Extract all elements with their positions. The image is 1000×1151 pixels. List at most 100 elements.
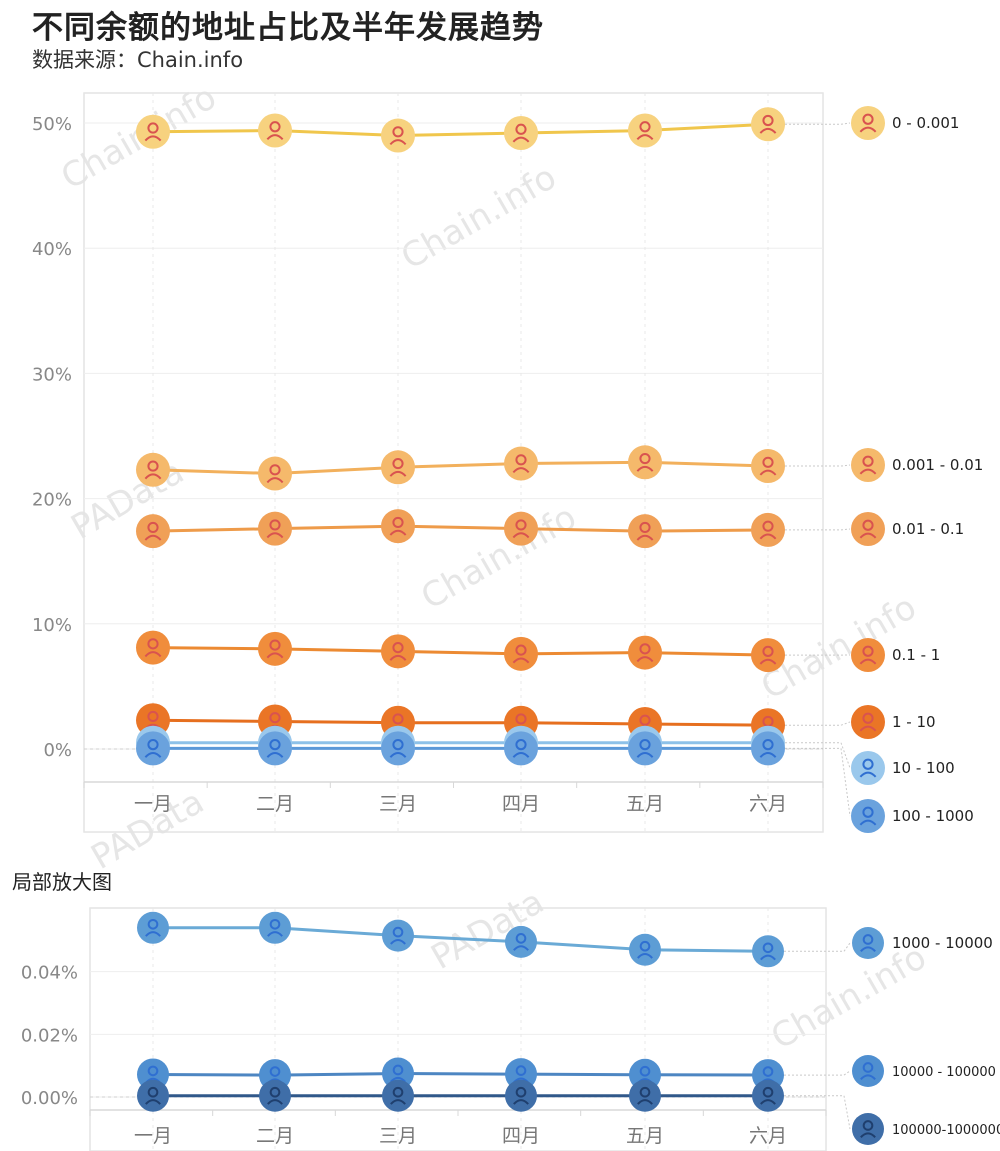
marker-body — [266, 652, 284, 659]
marker-head — [269, 1086, 281, 1098]
marker-body — [759, 469, 777, 476]
marker-head — [862, 806, 874, 818]
marker-body — [512, 467, 530, 474]
x-tick-label: 五月 — [626, 793, 664, 815]
marker-head — [147, 521, 159, 534]
x-tick-label: 一月 — [134, 1125, 172, 1147]
marker-body — [860, 946, 876, 953]
marker-head — [269, 519, 281, 531]
marker-head — [147, 710, 159, 723]
marker-head — [147, 460, 159, 472]
legend-label: 100 - 1000 — [892, 807, 974, 825]
marker-body — [389, 529, 407, 536]
marker-body — [859, 532, 877, 539]
marker-head — [862, 934, 874, 945]
x-tick-label: 二月 — [256, 793, 294, 815]
watermark-text: Chain.info — [395, 157, 564, 277]
y-tick-label: 50% — [32, 114, 72, 135]
marker-body — [512, 657, 530, 664]
marker-body — [513, 1099, 529, 1105]
data-point — [259, 1079, 291, 1112]
y-tick-label: 0% — [43, 740, 72, 761]
y-tick-label: 40% — [32, 239, 72, 260]
data-point — [629, 933, 661, 966]
data-point — [136, 731, 170, 766]
marker-body — [389, 654, 407, 661]
marker-head — [269, 918, 281, 930]
marker-head — [862, 113, 874, 125]
marker-body — [267, 931, 283, 937]
series-line — [152, 122, 769, 138]
legend-marker — [851, 512, 885, 546]
marker-head — [515, 933, 527, 944]
marker-body — [266, 751, 284, 758]
data-point — [382, 1057, 414, 1090]
data-point — [628, 113, 662, 148]
legend-leader — [785, 721, 851, 726]
chart-source: 数据来源：Chain.info — [32, 48, 244, 72]
marker-body — [390, 1076, 406, 1083]
legend-marker — [852, 1113, 884, 1145]
marker-body — [145, 1099, 161, 1105]
marker-body — [266, 532, 284, 539]
legend-leader — [785, 464, 851, 467]
data-point — [258, 113, 292, 148]
legend-label: 10 - 100 — [892, 759, 955, 777]
data-point — [258, 511, 292, 546]
data-point — [751, 731, 785, 766]
marker-head — [639, 121, 651, 133]
marker-head — [862, 455, 874, 467]
x-tick-label: 二月 — [256, 1125, 294, 1147]
series-line — [152, 646, 769, 657]
data-point — [628, 731, 662, 766]
marker-body — [759, 751, 777, 758]
marker-body — [512, 532, 530, 539]
marker-head — [269, 712, 281, 724]
data-point — [137, 1079, 169, 1112]
data-point — [136, 630, 170, 665]
marker-head — [147, 918, 159, 930]
data-point — [258, 631, 292, 666]
marker-head — [639, 521, 651, 534]
legend-marker — [851, 705, 885, 739]
marker-head — [269, 1066, 281, 1077]
marker-body — [859, 725, 877, 732]
marker-body — [636, 751, 654, 758]
marker-body — [859, 126, 877, 133]
x-tick-label: 三月 — [379, 1125, 417, 1147]
watermark-text: Chain.info — [415, 497, 584, 617]
marker-body — [513, 945, 529, 951]
legend-label: 1000 - 10000 — [892, 934, 993, 952]
marker-head — [639, 940, 651, 952]
legend-leader — [784, 1095, 851, 1130]
main-chart: 0% 10% 20% 30% 40% 50% 一月 二月 三月 四月 五月 六月 0 - 0.001 0.… — [32, 92, 983, 833]
marker-head — [639, 1086, 651, 1098]
marker-body — [512, 136, 530, 143]
marker-head — [862, 1062, 874, 1073]
marker-head — [762, 114, 774, 127]
marker-body — [512, 751, 530, 758]
marker-head — [515, 1065, 527, 1076]
marker-body — [266, 134, 284, 141]
data-point — [504, 446, 538, 481]
data-point — [504, 511, 538, 546]
data-point — [381, 731, 415, 766]
legend-leader — [785, 528, 851, 531]
data-point — [505, 1079, 537, 1112]
legend-leader — [785, 747, 851, 817]
data-point — [137, 911, 169, 944]
data-point — [504, 636, 538, 671]
data-point — [505, 925, 537, 958]
legend-label: 0.1 - 1 — [892, 646, 940, 664]
marker-body — [144, 651, 162, 658]
marker-head — [762, 1066, 774, 1077]
data-point — [258, 731, 292, 766]
y-tick-label: 0.00% — [21, 1088, 78, 1109]
marker-body — [389, 470, 407, 477]
legend-label: 1 - 10 — [892, 713, 936, 731]
x-tick-label: 三月 — [379, 793, 417, 815]
data-point — [752, 1079, 784, 1112]
y-tick-label: 30% — [32, 364, 72, 385]
marker-body — [637, 953, 653, 959]
